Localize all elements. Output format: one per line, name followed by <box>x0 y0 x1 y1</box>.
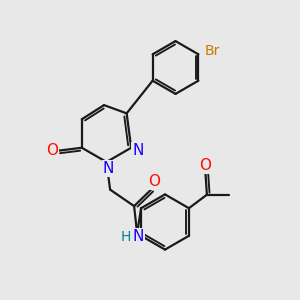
Text: O: O <box>46 143 58 158</box>
Text: O: O <box>200 158 211 173</box>
Text: N: N <box>102 161 114 176</box>
Text: O: O <box>148 174 160 189</box>
Text: H: H <box>121 230 131 244</box>
Text: N: N <box>132 143 143 158</box>
Text: Br: Br <box>204 44 220 58</box>
Text: N: N <box>133 229 144 244</box>
